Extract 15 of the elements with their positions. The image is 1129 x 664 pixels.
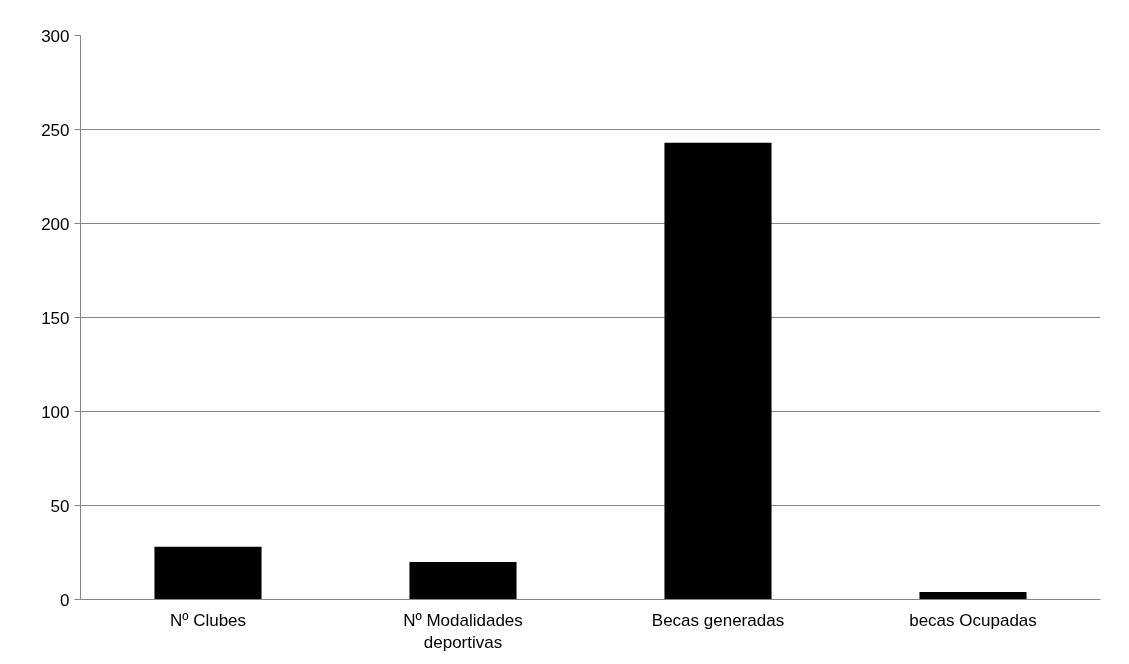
- bar: [154, 546, 262, 600]
- y-tick-label: 150: [41, 308, 70, 328]
- x-tick-label: Becas generadas: [651, 610, 785, 630]
- y-tick-label: 100: [41, 402, 70, 422]
- y-tick-label: 250: [41, 120, 70, 140]
- x-tick-label: Nº Modalidades deportivas: [403, 610, 523, 653]
- y-tick-label: 0: [60, 590, 70, 610]
- bar: [664, 142, 772, 600]
- bar: [919, 591, 1027, 600]
- y-tick-label: 50: [50, 496, 70, 516]
- bar: [409, 561, 517, 600]
- y-tick-label: 200: [41, 214, 70, 234]
- x-tick-label: becas Ocupadas: [909, 610, 1037, 630]
- x-tick-label: Nº Clubes: [169, 610, 247, 630]
- y-tick-label: 300: [41, 26, 70, 46]
